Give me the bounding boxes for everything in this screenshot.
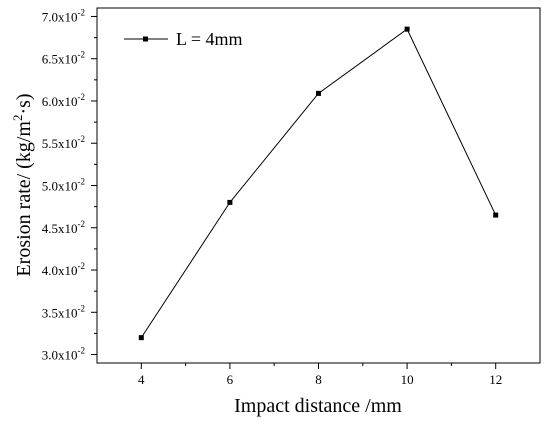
x-tick-label: 10 <box>401 372 414 387</box>
legend-marker <box>143 36 148 42</box>
y-axis-label-sup: 2 <box>10 115 25 122</box>
y-axis-label-tail: ·s) <box>13 93 35 114</box>
x-tick-label: 8 <box>315 372 322 387</box>
x-axis-label: Impact distance /mm <box>234 395 402 417</box>
plot-frame <box>96 7 541 364</box>
x-tick-label: 4 <box>138 372 145 387</box>
series-line <box>140 28 497 338</box>
y-tick-label: 4.5x10-2 <box>42 219 85 236</box>
series-layer <box>138 26 499 341</box>
data-point <box>227 199 233 205</box>
x-tick-label: 6 <box>227 372 234 387</box>
y-axis-ticks: 3.0x10-2 3.5x10-2 4.0x10-2 4.5x10-2 5.0x10-2… <box>42 7 97 363</box>
y-tick-label: 6.0x10-2 <box>42 92 85 109</box>
x-axis-ticks: 4 6 8 10 12 <box>138 363 502 387</box>
y-tick-label: 3.0x10-2 <box>42 346 85 363</box>
data-point <box>316 90 321 96</box>
y-tick-label: 3.5x10-2 <box>42 303 85 320</box>
data-point <box>493 212 499 218</box>
y-tick-label: 5.0x10-2 <box>42 177 85 194</box>
legend: L = 4mm <box>124 29 242 49</box>
legend-label: L = 4mm <box>176 29 242 49</box>
y-axis-label: Erosion rate/ (kg/m2·s) <box>10 93 35 276</box>
data-point <box>404 26 410 32</box>
y-tick-label: 5.5x10-2 <box>42 134 85 151</box>
y-tick-label: 6.5x10-2 <box>42 50 85 67</box>
y-axis-label-main: Erosion rate/ (kg/m <box>13 121 35 277</box>
data-point <box>138 335 144 341</box>
y-tick-label: 4.0x10-2 <box>42 261 85 278</box>
x-tick-label: 12 <box>489 372 502 387</box>
y-tick-label: 7.0x10-2 <box>42 7 85 24</box>
